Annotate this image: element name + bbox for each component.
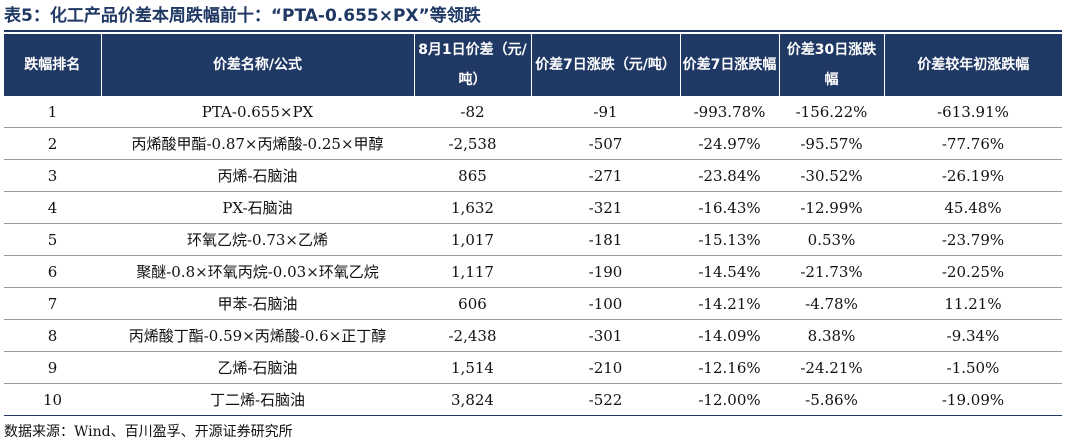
data-source-note: 数据来源：Wind、百川盈孚、开源证券研究所 — [4, 424, 293, 440]
header-pct-7d: 价差7日涨跌幅 — [679, 34, 779, 96]
change-7d-cell: -271 — [531, 159, 680, 192]
pct-7d-cell: -23.84% — [680, 159, 779, 192]
pct-ytd-cell: -9.34% — [884, 319, 1062, 352]
pct-7d-cell: -15.13% — [680, 223, 779, 256]
rank-cell: 6 — [4, 255, 101, 288]
spread-name-cell: PTA-0.655×PX — [101, 96, 414, 128]
pct-ytd-cell: -26.19% — [884, 159, 1062, 192]
table-row: 8 丙烯酸丁酯-0.59×丙烯酸-0.6×正丁醇 -2,438 -301 -14.09%… — [4, 319, 1062, 352]
rank-cell: 4 — [4, 191, 101, 224]
pct-ytd-cell: -19.09% — [884, 383, 1062, 416]
table-row: 6 聚醚-0.8×环氧丙烷-0.03×环氧乙烷 1,117 -190 -14.54% -2… — [4, 255, 1062, 288]
rank-cell: 2 — [4, 127, 101, 160]
change-7d-cell: -522 — [531, 383, 680, 416]
pct-30d-cell: -24.21% — [779, 351, 884, 384]
pct-7d-cell: -993.78% — [680, 96, 779, 128]
spread-value-cell: -2,438 — [414, 319, 531, 352]
change-7d-cell: -210 — [531, 351, 680, 384]
spread-name-cell: 丙烯酸甲酯-0.87×丙烯酸-0.25×甲醇 — [101, 127, 414, 160]
header-pct-30d: 价差30日涨跌幅 — [778, 34, 884, 96]
table-row: 2 丙烯酸甲酯-0.87×丙烯酸-0.25×甲醇 -2,538 -507 -24.97%… — [4, 127, 1062, 160]
pct-ytd-cell: 11.21% — [884, 287, 1062, 320]
rank-cell: 10 — [4, 383, 101, 416]
table-title: 表5：化工产品价差本周跌幅前十：“PTA-0.655×PX”等领跌 — [4, 6, 481, 26]
title-divider — [4, 30, 1062, 32]
change-7d-cell: -100 — [531, 287, 680, 320]
table-row: 7 甲苯-石脑油 606 -100 -14.21% -4.78% 11.21% — [4, 287, 1062, 320]
table-row: 3 丙烯-石脑油 865 -271 -23.84% -30.52% -26.19% — [4, 159, 1062, 192]
spread-name-cell: 丁二烯-石脑油 — [101, 383, 414, 416]
pct-7d-cell: -16.43% — [680, 191, 779, 224]
change-7d-cell: -91 — [531, 96, 680, 128]
pct-30d-cell: -4.78% — [779, 287, 884, 320]
change-7d-cell: -181 — [531, 223, 680, 256]
pct-7d-cell: -12.00% — [680, 383, 779, 416]
spread-value-cell: -2,538 — [414, 127, 531, 160]
spread-name-cell: 丙烯-石脑油 — [101, 159, 414, 192]
change-7d-cell: -301 — [531, 319, 680, 352]
spread-value-cell: 606 — [414, 287, 531, 320]
pct-ytd-cell: -1.50% — [884, 351, 1062, 384]
spread-name-cell: 环氧乙烷-0.73×乙烯 — [101, 223, 414, 256]
change-7d-cell: -507 — [531, 127, 680, 160]
table-header-row: 跌幅排名 价差名称/公式 8月1日价差（元/吨） 价差7日涨跌（元/吨） 价差7… — [4, 34, 1062, 96]
spread-value-cell: -82 — [414, 96, 531, 128]
change-7d-cell: -321 — [531, 191, 680, 224]
rank-cell: 1 — [4, 96, 101, 128]
pct-30d-cell: -30.52% — [779, 159, 884, 192]
pct-7d-cell: -14.21% — [680, 287, 779, 320]
pct-30d-cell: -5.86% — [779, 383, 884, 416]
spread-value-cell: 1,117 — [414, 255, 531, 288]
table-row: 4 PX-石脑油 1,632 -321 -16.43% -12.99% 45.48% — [4, 191, 1062, 224]
pct-30d-cell: -21.73% — [779, 255, 884, 288]
change-7d-cell: -190 — [531, 255, 680, 288]
pct-ytd-cell: -20.25% — [884, 255, 1062, 288]
spread-name-cell: PX-石脑油 — [101, 191, 414, 224]
header-change-7d: 价差7日涨跌（元/吨） — [530, 34, 680, 96]
pct-ytd-cell: -77.76% — [884, 127, 1062, 160]
pct-ytd-cell: -613.91% — [884, 96, 1062, 128]
spread-value-cell: 1,514 — [414, 351, 531, 384]
rank-cell: 5 — [4, 223, 101, 256]
pct-30d-cell: 0.53% — [779, 223, 884, 256]
table-row: 1 PTA-0.655×PX -82 -91 -993.78% -156.22% -613.… — [4, 96, 1062, 128]
spread-value-cell: 865 — [414, 159, 531, 192]
pct-7d-cell: -12.16% — [680, 351, 779, 384]
header-pct-ytd: 价差较年初涨跌幅 — [883, 34, 1062, 96]
spread-name-cell: 乙烯-石脑油 — [101, 351, 414, 384]
pct-ytd-cell: -23.79% — [884, 223, 1062, 256]
pct-7d-cell: -14.09% — [680, 319, 779, 352]
spread-decline-table: 跌幅排名 价差名称/公式 8月1日价差（元/吨） 价差7日涨跌（元/吨） 价差7… — [4, 34, 1062, 416]
rank-cell: 9 — [4, 351, 101, 384]
table-row: 9 乙烯-石脑油 1,514 -210 -12.16% -24.21% -1.50% — [4, 351, 1062, 384]
header-spread-name: 价差名称/公式 — [100, 34, 414, 96]
header-rank: 跌幅排名 — [4, 34, 102, 96]
pct-7d-cell: -14.54% — [680, 255, 779, 288]
pct-7d-cell: -24.97% — [680, 127, 779, 160]
table-row: 10 丁二烯-石脑油 3,824 -522 -12.00% -5.86% -19.09% — [4, 383, 1062, 416]
pct-ytd-cell: 45.48% — [884, 191, 1062, 224]
table-row: 5 环氧乙烷-0.73×乙烯 1,017 -181 -15.13% 0.53% -23.79… — [4, 223, 1062, 256]
pct-30d-cell: 8.38% — [779, 319, 884, 352]
pct-30d-cell: -12.99% — [779, 191, 884, 224]
spread-value-cell: 3,824 — [414, 383, 531, 416]
spread-value-cell: 1,632 — [414, 191, 531, 224]
header-spread-aug1: 8月1日价差（元/吨） — [413, 34, 531, 96]
pct-30d-cell: -156.22% — [779, 96, 884, 128]
spread-name-cell: 聚醚-0.8×环氧丙烷-0.03×环氧乙烷 — [101, 255, 414, 288]
rank-cell: 3 — [4, 159, 101, 192]
rank-cell: 7 — [4, 287, 101, 320]
spread-name-cell: 丙烯酸丁酯-0.59×丙烯酸-0.6×正丁醇 — [101, 319, 414, 352]
spread-name-cell: 甲苯-石脑油 — [101, 287, 414, 320]
rank-cell: 8 — [4, 319, 101, 352]
pct-30d-cell: -95.57% — [779, 127, 884, 160]
spread-value-cell: 1,017 — [414, 223, 531, 256]
